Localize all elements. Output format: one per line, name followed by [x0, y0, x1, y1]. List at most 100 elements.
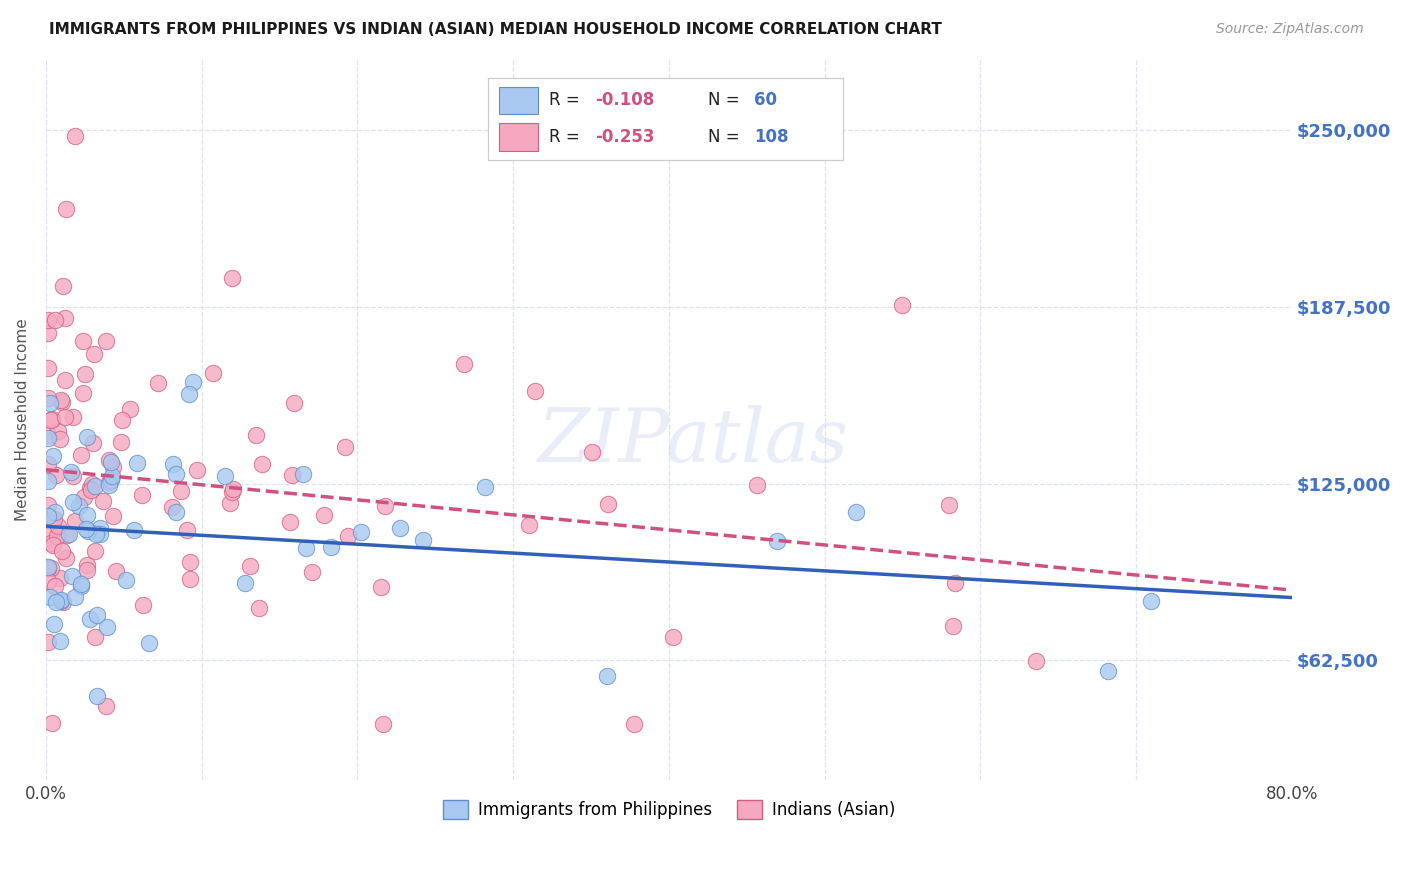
Point [44, 312, 66, 326]
Point [84, 478, 107, 492]
Point [79, 612, 101, 626]
Point [37, 361, 59, 376]
Point [37, 498, 59, 512]
Point [75, 522, 97, 536]
Point [38, 396, 60, 410]
Point [62, 409, 84, 424]
Point [62, 469, 84, 483]
Point [97, 477, 120, 491]
Point [146, 376, 169, 390]
Point [55, 528, 77, 542]
Point [70, 577, 93, 591]
Point [278, 515, 301, 529]
Point [39, 536, 62, 550]
Point [44, 579, 66, 593]
Point [52, 595, 75, 609]
Point [131, 487, 153, 501]
Point [745, 478, 768, 492]
Point [37, 431, 59, 445]
Point [179, 387, 201, 401]
Point [37, 560, 59, 574]
Point [37, 312, 59, 326]
Point [412, 533, 434, 547]
Point [179, 555, 201, 569]
Point [281, 467, 304, 482]
Point [89, 521, 111, 535]
Point [86, 689, 108, 703]
Point [370, 580, 392, 594]
Point [598, 497, 620, 511]
Point [55, 202, 77, 217]
Point [233, 576, 256, 591]
Point [250, 457, 273, 471]
Point [72, 334, 94, 349]
Point [41, 412, 63, 426]
Point [70, 579, 93, 593]
Point [49, 593, 72, 607]
Point [581, 445, 603, 459]
Point [65, 514, 87, 528]
Point [101, 459, 124, 474]
Point [179, 572, 201, 586]
Point [101, 508, 124, 523]
Point [239, 559, 262, 574]
Text: IMMIGRANTS FROM PHILIPPINES VS INDIAN (ASIAN) MEDIAN HOUSEHOLD INCOME CORRELATIO: IMMIGRANTS FROM PHILIPPINES VS INDIAN (A… [49, 22, 942, 37]
Point [118, 401, 141, 416]
Point [115, 574, 138, 588]
Point [84, 544, 107, 558]
Point [595, 669, 617, 683]
Point [110, 413, 132, 427]
Point [49, 393, 72, 408]
Point [55, 373, 77, 387]
Point [51, 544, 73, 558]
Point [42, 512, 65, 526]
Point [46, 425, 69, 439]
Point [942, 619, 965, 633]
Point [82, 436, 104, 450]
Point [37, 560, 59, 574]
Point [1140, 594, 1163, 608]
Point [160, 500, 183, 514]
Point [104, 564, 127, 578]
Point [37, 457, 59, 471]
Point [39, 561, 62, 575]
Point [122, 524, 145, 538]
Point [51, 395, 73, 409]
Point [247, 600, 270, 615]
Point [335, 441, 357, 455]
Point [132, 598, 155, 612]
Point [214, 469, 236, 483]
Text: Source: ZipAtlas.com: Source: ZipAtlas.com [1216, 22, 1364, 37]
Point [314, 508, 336, 522]
Y-axis label: Median Household Income: Median Household Income [15, 318, 30, 521]
Point [45, 529, 67, 543]
Point [1025, 654, 1047, 668]
Point [845, 505, 868, 519]
Point [170, 484, 193, 499]
Point [82, 477, 104, 491]
Point [42, 449, 65, 463]
Point [453, 357, 475, 371]
Point [48, 432, 70, 446]
Point [45, 595, 67, 609]
Point [76, 563, 98, 577]
Point [138, 636, 160, 650]
Point [59, 465, 82, 479]
Point [319, 541, 342, 555]
Point [52, 278, 75, 293]
Point [49, 634, 72, 648]
Point [55, 550, 77, 565]
Point [37, 634, 59, 648]
Point [38, 526, 60, 541]
Point [176, 523, 198, 537]
Point [37, 474, 59, 488]
Point [301, 565, 323, 579]
Point [37, 574, 59, 588]
Point [69, 448, 91, 462]
Point [110, 435, 132, 450]
Point [100, 473, 122, 487]
Point [51, 592, 73, 607]
Point [46, 518, 69, 533]
Point [89, 527, 111, 541]
Point [181, 376, 204, 390]
